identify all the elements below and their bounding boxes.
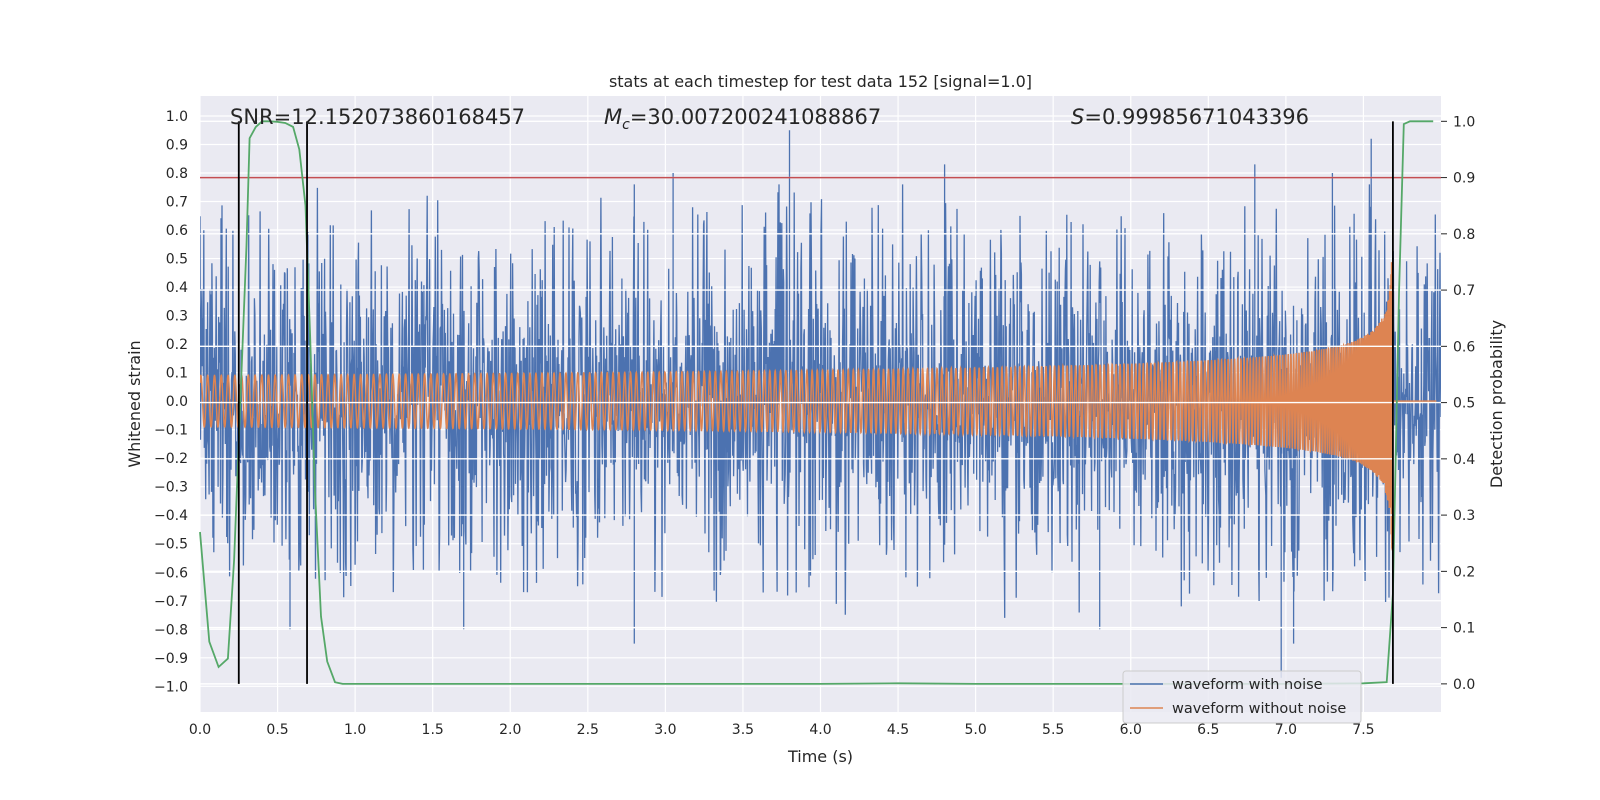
x-tick-label-13: 6.5 <box>1197 722 1219 738</box>
x-tick-label-1: 0.5 <box>266 722 288 738</box>
y-right-tick-label-5: 0.5 <box>1453 396 1475 412</box>
tick-labels: 0.0 0.5 1.0 1.5 2.0 2.5 3.0 3.5 4.0 4.5 5.0 5.5 6.0 6… <box>154 109 1475 738</box>
y-left-tick-label-1: 0.9 <box>166 137 188 153</box>
chirp-mass-subscript: c <box>622 117 630 133</box>
x-axis-label: Time (s) <box>787 747 853 766</box>
y-left-tick-label-16: −0.6 <box>154 565 188 581</box>
x-tick-label-9: 4.5 <box>887 722 909 738</box>
y-left-tick-label-10: 0.0 <box>166 394 188 410</box>
x-tick-label-8: 4.0 <box>809 722 831 738</box>
y-left-tick-label-17: −0.7 <box>154 594 188 610</box>
score-symbol: S <box>1071 105 1084 129</box>
y-right-tick-label-2: 0.8 <box>1453 227 1475 243</box>
x-tick-label-0: 0.0 <box>189 722 211 738</box>
y-right-tick-label-1: 0.9 <box>1453 171 1475 187</box>
x-tick-label-7: 3.5 <box>732 722 754 738</box>
y-left-tick-label-2: 0.8 <box>166 166 188 182</box>
y-left-tick-label-8: 0.2 <box>166 337 188 353</box>
score-value: =0.99985671043396 <box>1084 105 1309 129</box>
legend-box <box>1122 670 1362 724</box>
y-left-tick-label-4: 0.6 <box>166 223 188 239</box>
y-right-tick-label-9: 0.1 <box>1453 621 1475 637</box>
y-left-tick-label-15: −0.5 <box>154 537 188 553</box>
chirp-mass-annotation: Mc=30.007200241088867 <box>604 105 881 133</box>
y-right-tick-label-8: 0.2 <box>1453 564 1475 580</box>
y-left-tick-label-11: −0.1 <box>154 423 188 439</box>
x-tick-label-2: 1.0 <box>344 722 366 738</box>
x-tick-label-14: 7.0 <box>1275 722 1297 738</box>
y-right-tick-label-0: 1.0 <box>1453 114 1475 130</box>
legend-label-noise: waveform with noise <box>1172 677 1323 693</box>
y-right-tick-label-10: 0.0 <box>1453 677 1475 693</box>
y-left-tick-label-7: 0.3 <box>166 309 188 325</box>
series-waveform-without-noise <box>200 262 1437 551</box>
legend-label-clean: waveform without noise <box>1172 701 1346 717</box>
y-left-tick-label-19: −0.9 <box>154 651 188 667</box>
x-tick-label-3: 1.5 <box>422 722 444 738</box>
y-left-tick-label-5: 0.5 <box>166 252 188 268</box>
score-annotation: S=0.99985671043396 <box>1071 105 1309 129</box>
overlay-layer <box>199 120 1441 685</box>
chirp-mass-symbol: M <box>604 105 622 129</box>
x-tick-label-15: 7.5 <box>1352 722 1374 738</box>
y-left-tick-label-14: −0.4 <box>154 508 188 524</box>
y-left-tick-label-3: 0.7 <box>166 195 188 211</box>
y-left-tick-label-9: 0.1 <box>166 366 188 382</box>
legend: waveform with noise waveform without noi… <box>1122 670 1362 724</box>
y-right-tick-label-6: 0.4 <box>1453 452 1475 468</box>
x-tick-label-12: 6.0 <box>1120 722 1142 738</box>
snr-annotation: SNR=12.152073860168457 <box>230 105 525 129</box>
x-tick-label-4: 2.0 <box>499 722 521 738</box>
y-right-tick-label-3: 0.7 <box>1453 283 1475 299</box>
y-left-tick-label-18: −0.8 <box>154 622 188 638</box>
y-left-tick-label-13: −0.3 <box>154 480 188 496</box>
series-detection-probability <box>199 120 1434 685</box>
x-tick-label-6: 3.0 <box>654 722 676 738</box>
y-right-tick-label-4: 0.6 <box>1453 339 1475 355</box>
chart-title: stats at each timestep for test data 152… <box>609 72 1032 91</box>
y-left-tick-label-0: 1.0 <box>166 109 188 125</box>
x-tick-label-10: 5.0 <box>964 722 986 738</box>
chirp-mass-value: =30.007200241088867 <box>630 105 881 129</box>
y-left-tick-label-12: −0.2 <box>154 451 188 467</box>
x-tick-label-11: 5.5 <box>1042 722 1064 738</box>
y-right-tick-label-7: 0.3 <box>1453 508 1475 524</box>
y-left-tick-label-20: −1.0 <box>154 679 188 695</box>
y-left-tick-label-6: 0.4 <box>166 280 188 296</box>
y-axis-label-left: Whitened strain <box>125 340 144 467</box>
y-axis-label-right: Detection probability <box>1487 320 1506 488</box>
x-tick-label-5: 2.5 <box>577 722 599 738</box>
